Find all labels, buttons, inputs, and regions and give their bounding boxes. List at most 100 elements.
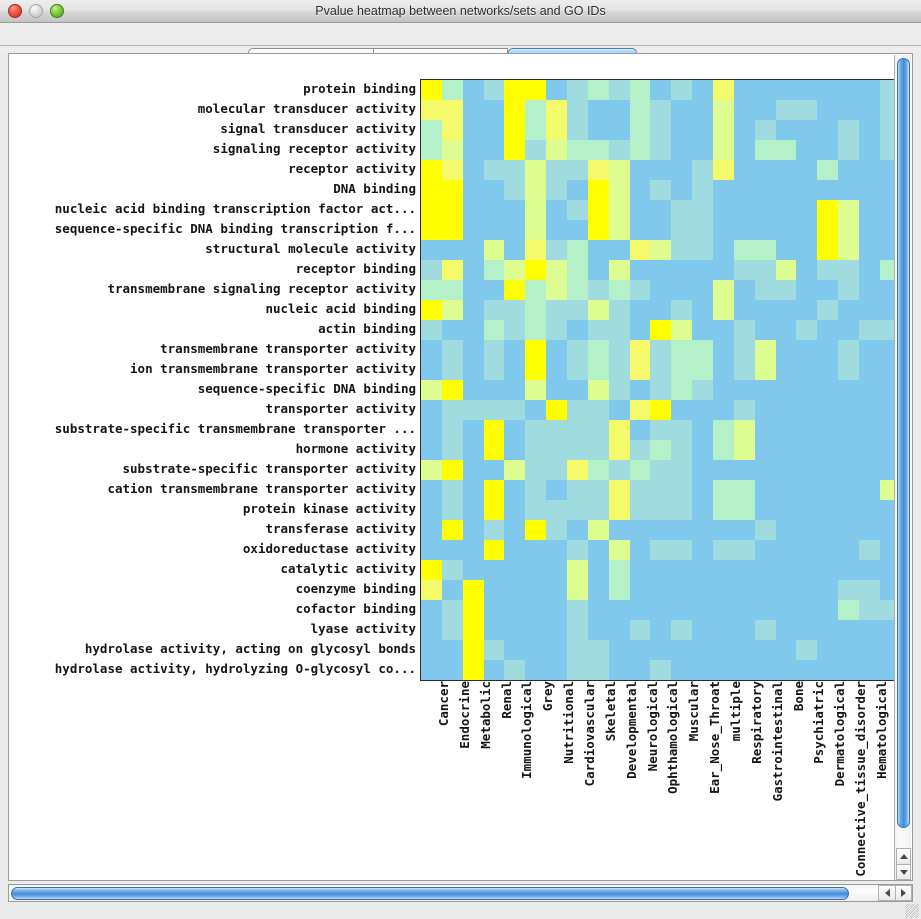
heatmap-cell[interactable] xyxy=(817,440,839,460)
heatmap-cell[interactable] xyxy=(796,560,818,580)
heatmap-cell[interactable] xyxy=(879,480,894,500)
heatmap-cell[interactable] xyxy=(462,160,484,180)
heatmap-cell[interactable] xyxy=(775,540,797,560)
heatmap-cell[interactable] xyxy=(421,500,442,520)
heatmap-cell[interactable] xyxy=(504,500,526,520)
heatmap-cell[interactable] xyxy=(462,600,484,620)
heatmap-cell[interactable] xyxy=(838,580,860,600)
heatmap-cell[interactable] xyxy=(817,320,839,340)
heatmap-cell[interactable] xyxy=(629,640,651,660)
heatmap-cell[interactable] xyxy=(671,420,693,440)
heatmap-cell[interactable] xyxy=(713,580,734,600)
heatmap-cell[interactable] xyxy=(692,140,714,160)
heatmap-cell[interactable] xyxy=(859,120,880,140)
heatmap-cell[interactable] xyxy=(817,300,839,320)
heatmap-cell[interactable] xyxy=(796,420,818,440)
heatmap-cell[interactable] xyxy=(650,500,672,520)
heatmap-cell[interactable] xyxy=(692,200,714,220)
heatmap-cell[interactable] xyxy=(754,120,776,140)
heatmap-cell[interactable] xyxy=(733,320,755,340)
heatmap-cell[interactable] xyxy=(817,340,839,360)
heatmap-cell[interactable] xyxy=(796,520,818,540)
heatmap-cell[interactable] xyxy=(796,340,818,360)
heatmap-cell[interactable] xyxy=(525,380,547,400)
heatmap-cell[interactable] xyxy=(546,640,568,660)
heatmap-cell[interactable] xyxy=(567,200,588,220)
heatmap-cell[interactable] xyxy=(671,340,693,360)
heatmap-cell[interactable] xyxy=(733,220,755,240)
heatmap-cell[interactable] xyxy=(629,160,651,180)
heatmap-cell[interactable] xyxy=(692,640,714,660)
heatmap-cell[interactable] xyxy=(838,520,860,540)
heatmap-cell[interactable] xyxy=(713,380,734,400)
heatmap-cell[interactable] xyxy=(504,340,526,360)
heatmap-cell[interactable] xyxy=(567,540,588,560)
heatmap-cell[interactable] xyxy=(462,340,484,360)
heatmap-cell[interactable] xyxy=(859,260,880,280)
heatmap-cell[interactable] xyxy=(504,560,526,580)
heatmap-cell[interactable] xyxy=(796,660,818,680)
heatmap-cell[interactable] xyxy=(525,460,547,480)
heatmap-cell[interactable] xyxy=(441,600,463,620)
heatmap-cell[interactable] xyxy=(504,600,526,620)
heatmap-cell[interactable] xyxy=(775,100,797,120)
heatmap-cell[interactable] xyxy=(504,120,526,140)
heatmap-cell[interactable] xyxy=(567,80,588,100)
vertical-scrollbar[interactable] xyxy=(894,55,911,880)
heatmap-cell[interactable] xyxy=(483,220,505,240)
heatmap-cell[interactable] xyxy=(817,100,839,120)
heatmap-cell[interactable] xyxy=(587,280,609,300)
heatmap-cell[interactable] xyxy=(629,240,651,260)
heatmap-cell[interactable] xyxy=(733,440,755,460)
heatmap-cell[interactable] xyxy=(859,380,880,400)
heatmap-cell[interactable] xyxy=(733,400,755,420)
heatmap-cell[interactable] xyxy=(796,100,818,120)
heatmap-cell[interactable] xyxy=(879,340,894,360)
heatmap-cell[interactable] xyxy=(650,320,672,340)
heatmap-cell[interactable] xyxy=(608,440,630,460)
heatmap-cell[interactable] xyxy=(859,520,880,540)
heatmap-cell[interactable] xyxy=(587,360,609,380)
heatmap-cell[interactable] xyxy=(525,240,547,260)
heatmap-cell[interactable] xyxy=(567,640,588,660)
heatmap-cell[interactable] xyxy=(671,660,693,680)
heatmap-cell[interactable] xyxy=(441,380,463,400)
heatmap-cell[interactable] xyxy=(421,280,442,300)
heatmap-cell[interactable] xyxy=(775,580,797,600)
heatmap-cell[interactable] xyxy=(671,500,693,520)
heatmap-cell[interactable] xyxy=(879,260,894,280)
heatmap-cell[interactable] xyxy=(692,320,714,340)
heatmap-cell[interactable] xyxy=(421,600,442,620)
heatmap-cell[interactable] xyxy=(859,220,880,240)
heatmap-cell[interactable] xyxy=(629,660,651,680)
heatmap-cell[interactable] xyxy=(441,280,463,300)
heatmap-cell[interactable] xyxy=(608,500,630,520)
heatmap-cell[interactable] xyxy=(441,320,463,340)
heatmap-cell[interactable] xyxy=(754,400,776,420)
heatmap-cell[interactable] xyxy=(733,560,755,580)
heatmap-cell[interactable] xyxy=(817,140,839,160)
heatmap-cell[interactable] xyxy=(504,140,526,160)
heatmap-cell[interactable] xyxy=(754,660,776,680)
heatmap-cell[interactable] xyxy=(733,520,755,540)
heatmap-cell[interactable] xyxy=(733,200,755,220)
heatmap-cell[interactable] xyxy=(713,420,734,440)
heatmap-cell[interactable] xyxy=(483,600,505,620)
heatmap-cell[interactable] xyxy=(462,660,484,680)
heatmap-cell[interactable] xyxy=(650,100,672,120)
heatmap-cell[interactable] xyxy=(838,540,860,560)
heatmap-cell[interactable] xyxy=(754,180,776,200)
heatmap-cell[interactable] xyxy=(671,180,693,200)
heatmap-cell[interactable] xyxy=(462,240,484,260)
heatmap-cell[interactable] xyxy=(796,580,818,600)
heatmap-cell[interactable] xyxy=(441,240,463,260)
heatmap-cell[interactable] xyxy=(525,440,547,460)
heatmap-cell[interactable] xyxy=(567,260,588,280)
heatmap-cell[interactable] xyxy=(462,140,484,160)
heatmap-cell[interactable] xyxy=(650,520,672,540)
heatmap-cell[interactable] xyxy=(754,140,776,160)
heatmap-cell[interactable] xyxy=(608,180,630,200)
heatmap-cell[interactable] xyxy=(879,140,894,160)
heatmap-cell[interactable] xyxy=(525,180,547,200)
heatmap-cell[interactable] xyxy=(859,240,880,260)
